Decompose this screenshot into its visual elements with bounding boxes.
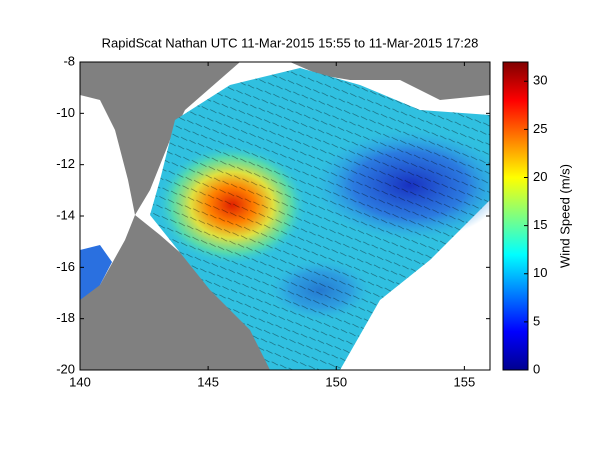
colorbar-tick-label: 15 xyxy=(533,217,547,232)
x-tick-label: 145 xyxy=(197,374,219,389)
colorbar-tick-label: 30 xyxy=(533,73,547,88)
map xyxy=(80,62,490,370)
y-tick-label: -8 xyxy=(63,53,75,68)
chart-title: RapidScat Nathan UTC 11-Mar-2015 15:55 t… xyxy=(102,35,479,50)
x-tick-label: 150 xyxy=(325,374,347,389)
wind-swath xyxy=(150,68,490,370)
colorbar-tick-label: 0 xyxy=(533,361,540,376)
colorbar-tick-label: 10 xyxy=(533,265,547,280)
x-tick-label: 155 xyxy=(454,374,476,389)
x-tick-label: 140 xyxy=(69,374,91,389)
y-tick-label: -20 xyxy=(56,361,75,376)
colorbar xyxy=(502,61,529,371)
y-tick-label: -12 xyxy=(56,156,75,171)
y-tick-label: -14 xyxy=(56,207,75,222)
y-tick-label: -10 xyxy=(56,105,75,120)
colorbar-tick-label: 25 xyxy=(533,121,547,136)
y-tick-label: -18 xyxy=(56,310,75,325)
colorbar-tick-label: 20 xyxy=(533,169,547,184)
y-tick-label: -16 xyxy=(56,259,75,274)
colorbar-label: Wind Speed (m/s) xyxy=(557,164,572,268)
colorbar-tick-label: 5 xyxy=(533,313,540,328)
